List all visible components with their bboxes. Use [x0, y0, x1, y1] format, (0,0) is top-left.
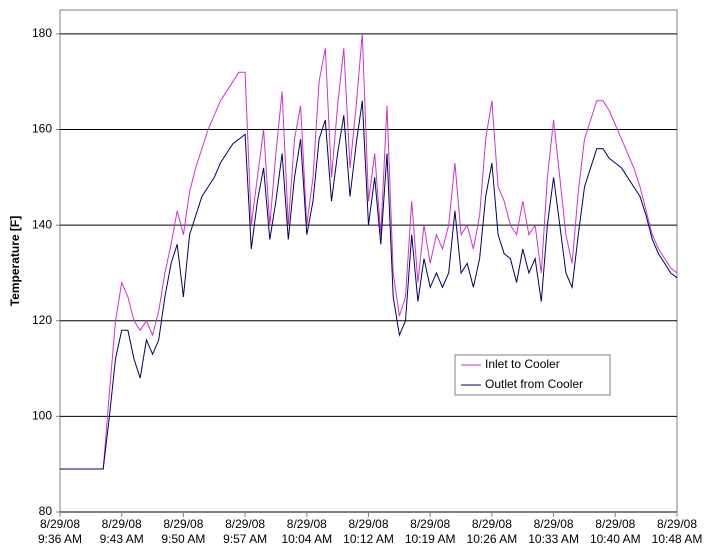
y-tick-label: 140 [32, 217, 52, 231]
x-tick-label: 8/29/08 10:04 AM [281, 517, 333, 546]
x-tick-label: 8/29/08 9:50 AM [161, 517, 206, 546]
series-line [60, 33, 678, 470]
y-tick-label: 100 [32, 409, 52, 423]
x-tick-label: 8/29/08 10:12 AM [343, 517, 394, 546]
y-tick-label: 180 [32, 26, 52, 40]
legend-box [454, 354, 611, 396]
y-tick-label: 160 [32, 122, 52, 136]
y-tick-label: 120 [32, 313, 52, 327]
legend-label: Outlet from Cooler [485, 377, 583, 391]
x-tick-label: 8/29/08 10:19 AM [404, 517, 456, 546]
series-line [60, 100, 678, 470]
plot-area [59, 9, 678, 513]
x-tick-label: 8/29/08 10:33 AM [528, 517, 579, 546]
x-tick-label: 8/29/08 10:48 AM [651, 517, 703, 546]
x-tick-label: 8/29/08 10:26 AM [466, 517, 518, 546]
legend: Inlet to Cooler Outlet from Cooler [454, 354, 611, 396]
x-tick-label: 8/29/08 9:57 AM [223, 517, 268, 546]
x-tick-label: 8/29/08 9:43 AM [99, 517, 144, 546]
legend-label: Inlet to Cooler [485, 357, 560, 371]
x-tick-label: 8/29/08 9:36 AM [37, 517, 83, 546]
y-axis-label: Temperature [F] [8, 216, 22, 306]
x-tick-label: 8/29/08 10:40 AM [589, 517, 641, 546]
y-tick-label: 80 [39, 504, 53, 518]
